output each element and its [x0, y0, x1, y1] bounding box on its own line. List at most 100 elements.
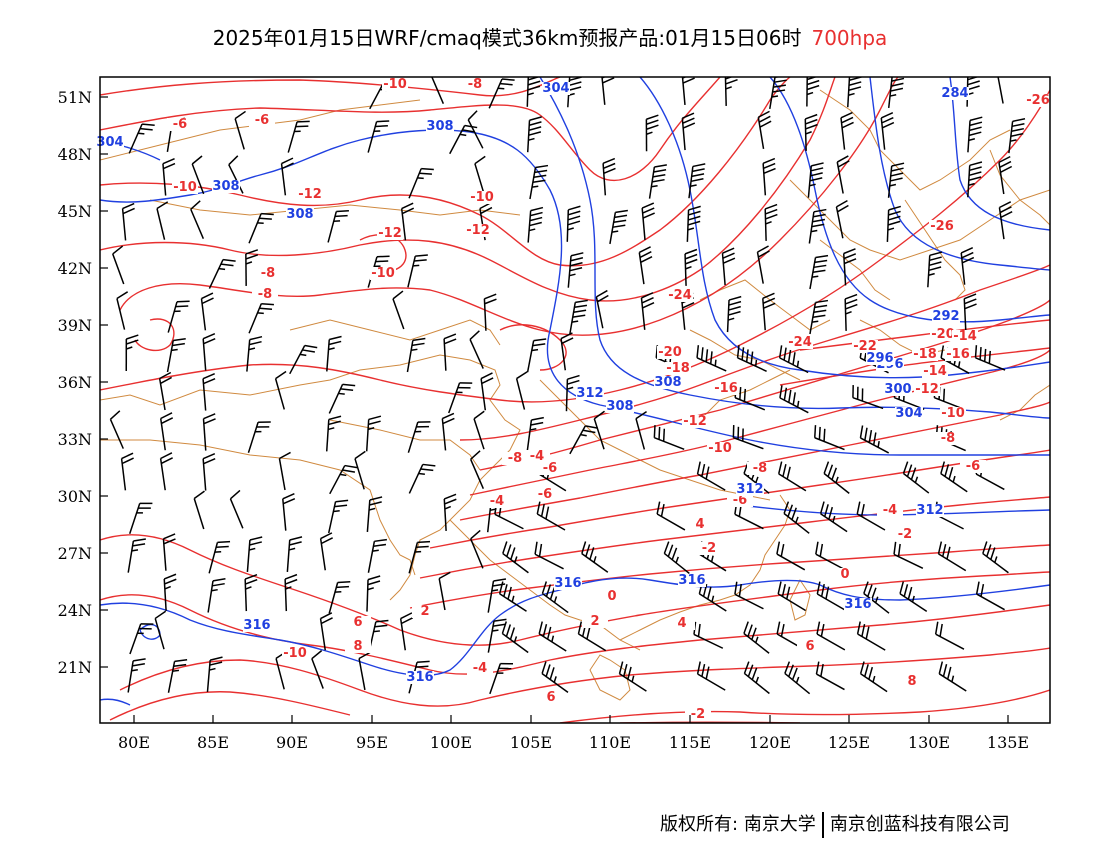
wind-barb: [526, 338, 547, 373]
wind-barb: [529, 164, 549, 200]
wind-barb: [399, 612, 414, 651]
wind-barb: [116, 291, 129, 330]
wind-barb: [681, 112, 696, 151]
wind-barb: [816, 621, 846, 651]
temperature-label: 2: [590, 614, 599, 629]
wind-barb: [819, 501, 848, 533]
wind-barb: [319, 612, 333, 651]
y-tick-label: 36N: [58, 373, 92, 392]
footer: 版权所有: 南京大学 南京创蓝科技有限公司: [660, 810, 1010, 838]
wind-barb: [840, 111, 854, 150]
y-axis: 51N 48N 45N 42N 39N 36N 33N 30N 27N 24N 21N: [58, 88, 108, 677]
wind-barb: [487, 578, 507, 613]
wind-barb: [129, 623, 154, 655]
x-tick-label: 115E: [669, 733, 711, 752]
height-label: 296: [866, 351, 893, 366]
wind-barb: [663, 541, 690, 575]
temperature-label: -10: [173, 180, 197, 195]
temperature-label: -8: [261, 266, 275, 281]
wind-barb: [859, 425, 890, 454]
wind-barb: [166, 337, 186, 373]
wind-barb: [408, 540, 431, 574]
y-tick-label: 51N: [58, 88, 92, 107]
wind-barb: [852, 385, 884, 410]
wind-barb: [863, 581, 890, 614]
wind-barb: [163, 573, 177, 611]
wind-barb: [814, 425, 845, 451]
x-tick-label: 80E: [118, 733, 150, 752]
wind-barb: [856, 501, 886, 531]
wind-barb: [609, 209, 628, 245]
x-tick-label: 135E: [987, 733, 1029, 752]
y-tick-label: 39N: [58, 316, 92, 335]
wind-barb: [823, 461, 850, 494]
wind-barb: [319, 532, 333, 571]
wind-barb: [566, 205, 581, 242]
wind-barb: [289, 344, 318, 375]
x-tick-label: 130E: [908, 733, 950, 752]
wind-barb: [112, 245, 125, 285]
wind-barb: [328, 581, 351, 614]
wind-barb: [127, 538, 146, 573]
temperature-label: -10: [371, 266, 395, 281]
wind-barb: [474, 155, 486, 195]
wind-barb: [248, 212, 274, 244]
wind-barb: [129, 502, 153, 535]
wind-barb: [541, 661, 569, 694]
wind-barb: [569, 299, 588, 335]
height-label: 312: [916, 503, 943, 518]
wind-barb: [245, 249, 259, 286]
wind-barb: [274, 370, 287, 410]
temperature-label: -6: [733, 493, 747, 508]
temperature-label: -18: [913, 347, 937, 362]
wind-barb: [756, 245, 770, 284]
temperature-label: -8: [258, 287, 272, 302]
temperature-label: -24: [668, 288, 692, 303]
wind-barb: [162, 157, 176, 196]
wind-barb: [997, 77, 1004, 104]
temperature-label: 8: [907, 674, 916, 689]
wind-barb: [278, 451, 291, 491]
temperature-label: -8: [468, 77, 482, 92]
temperature-label: -22: [853, 339, 877, 354]
height-label: 312: [736, 482, 763, 497]
height-label: 300: [884, 382, 911, 397]
y-tick-label: 45N: [58, 202, 92, 221]
wind-barb: [541, 581, 569, 614]
wind-barb: [743, 661, 770, 695]
wind-barb: [469, 450, 485, 489]
wind-barb: [808, 208, 827, 244]
temperature-label: -24: [788, 335, 812, 350]
wind-barb: [407, 254, 428, 288]
y-tick-label: 30N: [58, 487, 92, 506]
wind-barb: [487, 618, 507, 653]
temperature-label: -12: [915, 382, 939, 397]
temperature-label: -12: [298, 187, 322, 202]
temperature-label: -12: [466, 223, 490, 238]
wind-barb: [327, 499, 349, 534]
wind-barb: [473, 410, 485, 450]
x-tick-label: 90E: [276, 733, 308, 752]
wind-barb: [127, 658, 146, 693]
wind-barb: [696, 345, 727, 372]
wind-barb: [757, 110, 772, 149]
wind-barb: [777, 581, 806, 612]
wind-barb: [581, 541, 609, 573]
wind-barb: [974, 345, 1006, 371]
map-title: 2025年01月15日WRF/cmaq模式36km预报产品:01月15日06时 7…: [0, 22, 1100, 51]
wind-barb: [686, 205, 701, 242]
temperature-label: -4: [530, 449, 544, 464]
wind-barb: [743, 621, 770, 654]
wind-barb: [769, 77, 787, 109]
wind-barb: [159, 452, 173, 491]
wind-barb: [431, 77, 445, 104]
wind-barb: [392, 290, 405, 330]
x-tick-label: 95E: [356, 733, 388, 752]
wind-barb: [208, 258, 236, 289]
wind-barb: [567, 252, 584, 288]
wind-barb: [244, 573, 258, 612]
plot-frame: [99, 76, 1051, 724]
wind-barb: [325, 415, 342, 452]
height-label: 316: [243, 618, 270, 633]
